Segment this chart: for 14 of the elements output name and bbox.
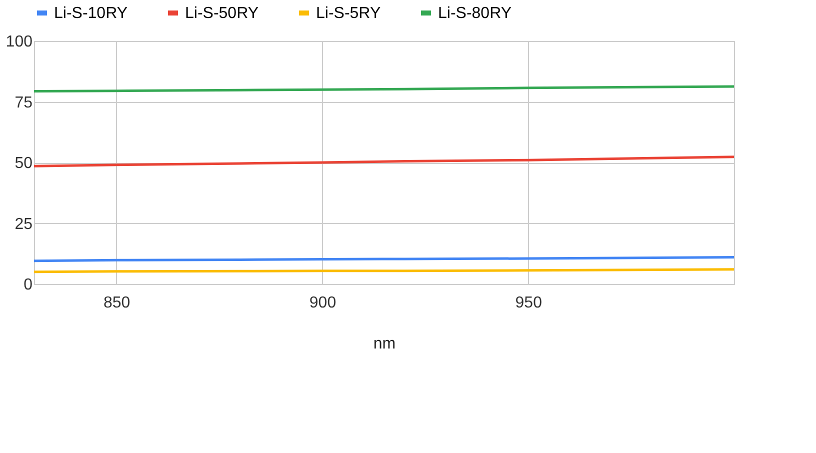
line-series bbox=[32, 156, 736, 168]
y-tick-label: 25 bbox=[14, 216, 33, 233]
legend-label: Li-S-5RY bbox=[316, 5, 381, 22]
x-tick-label: 850 bbox=[104, 294, 130, 312]
y-tick-label: 100 bbox=[6, 34, 33, 50]
x-tick-label: 900 bbox=[309, 294, 336, 312]
y-tick-label: 0 bbox=[24, 276, 33, 294]
legend-label: Li-S-10RY bbox=[54, 5, 128, 22]
y-tick-label: 50 bbox=[14, 155, 33, 172]
legend-label: Li-S-50RY bbox=[185, 5, 259, 22]
x-tick-label: 950 bbox=[515, 294, 542, 312]
legend-label: Li-S-80RY bbox=[438, 5, 512, 22]
x-axis-title: nm bbox=[373, 336, 396, 352]
y-tick-label: 75 bbox=[14, 94, 33, 112]
